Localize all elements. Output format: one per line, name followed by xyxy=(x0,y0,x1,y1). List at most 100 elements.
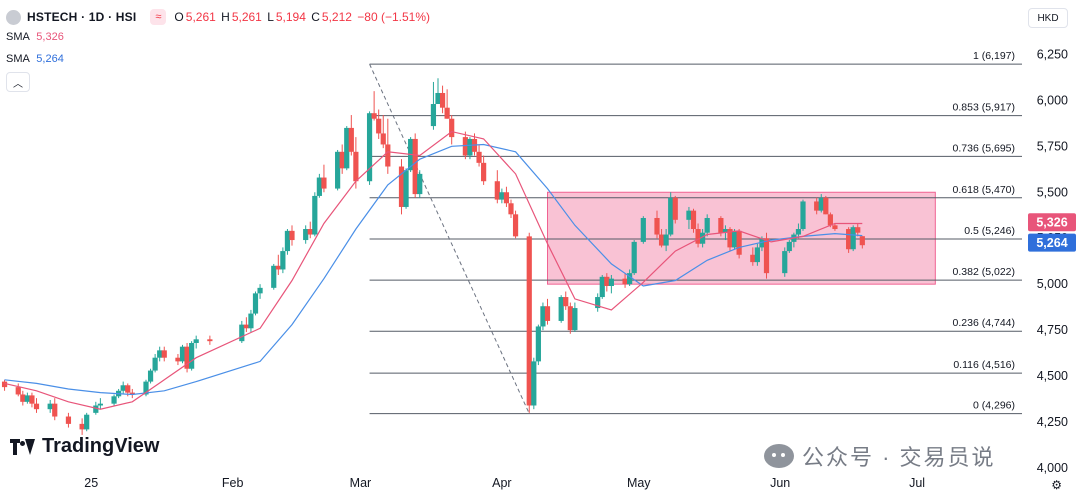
candle-body xyxy=(380,133,386,145)
candle-body xyxy=(439,92,446,108)
candle-body xyxy=(494,181,500,200)
candle-body xyxy=(243,324,249,329)
candle-body xyxy=(859,236,865,246)
candle-body xyxy=(93,405,99,413)
candle-body xyxy=(544,306,551,321)
candle-body xyxy=(20,394,26,402)
candle-body xyxy=(257,287,263,294)
candle-body xyxy=(193,339,199,343)
y-tick-label: 6,250 xyxy=(1037,47,1068,61)
x-tick-label: 25 xyxy=(84,476,98,490)
change-value: −80 (−1.51%) xyxy=(357,10,431,24)
candle-body xyxy=(271,265,277,288)
candle-body xyxy=(508,203,514,215)
candle-body xyxy=(284,230,291,252)
candle-body xyxy=(503,192,510,204)
indicator-name: SMA xyxy=(6,53,30,65)
candle-body xyxy=(289,230,295,241)
candle-body xyxy=(1,381,8,388)
candle-body xyxy=(832,225,838,230)
candle-body xyxy=(567,306,573,331)
candle-body xyxy=(175,357,181,362)
candle-body xyxy=(15,387,21,395)
candle-body xyxy=(161,350,167,358)
candle-body xyxy=(627,273,633,285)
currency-button[interactable]: HKD xyxy=(1028,8,1068,28)
candle-body xyxy=(147,370,154,382)
symbol-logo xyxy=(6,9,21,25)
candle-body xyxy=(759,238,765,248)
symbol-name[interactable]: HSTECH · 1D · HSI xyxy=(27,10,137,24)
candle-body xyxy=(152,357,158,371)
x-tick-label: Jun xyxy=(770,476,790,490)
fib-level-label: 0.116 (4,516) xyxy=(953,359,1015,371)
candle-body xyxy=(33,403,40,410)
candle-body xyxy=(248,313,254,329)
candle-body xyxy=(398,166,405,207)
candle-body xyxy=(654,217,660,235)
candle-body xyxy=(535,326,541,362)
y-tick-label: 4,500 xyxy=(1037,369,1068,383)
close-value: 5,212 xyxy=(321,10,352,24)
gear-icon[interactable]: ⚙ xyxy=(1051,478,1062,492)
indicator-sma-fast[interactable]: SMA 5,326 xyxy=(6,31,64,43)
indicator-sma-slow[interactable]: SMA 5,264 xyxy=(6,53,64,65)
candle-body xyxy=(754,247,760,263)
low-label: L xyxy=(267,10,274,24)
candle-body xyxy=(668,197,674,235)
candle-body xyxy=(795,229,802,235)
candle-body xyxy=(855,227,861,233)
chevron-up-icon[interactable]: ︿ xyxy=(6,72,30,92)
candle-body xyxy=(599,276,605,298)
candle-body xyxy=(403,170,409,207)
candle-body xyxy=(782,251,788,274)
y-tick-label: 5,000 xyxy=(1037,277,1068,291)
candle-body xyxy=(718,217,724,233)
candle-body xyxy=(622,278,628,285)
candle-body xyxy=(189,342,195,369)
candle-body xyxy=(481,162,487,182)
candle-body xyxy=(111,396,117,404)
low-value: 5,194 xyxy=(275,10,306,24)
candle-body xyxy=(608,278,614,287)
candle-body xyxy=(24,395,30,402)
candle-body xyxy=(376,118,382,134)
candle-body xyxy=(558,297,564,321)
candle-body xyxy=(467,138,473,156)
x-tick-label: Jul xyxy=(909,476,925,490)
wave-icon[interactable]: ≈ xyxy=(150,9,167,25)
tradingview-mark-icon xyxy=(10,438,36,455)
candle-body xyxy=(736,230,742,255)
candle-body xyxy=(339,151,345,169)
candle-body xyxy=(312,195,318,235)
fib-level-label: 0 (4,296) xyxy=(973,400,1015,412)
candle-body xyxy=(412,138,418,195)
candle-body xyxy=(435,92,441,105)
tradingview-logo[interactable]: TradingView xyxy=(10,435,159,458)
open-value: 5,261 xyxy=(185,10,216,24)
candle-body xyxy=(303,229,309,241)
candle-body xyxy=(371,113,377,119)
indicator-name: SMA xyxy=(6,31,30,43)
candle-body xyxy=(239,324,245,342)
candle-body xyxy=(143,381,149,395)
y-tick-label: 4,750 xyxy=(1037,323,1068,337)
fib-level-label: 0.618 (5,470) xyxy=(953,184,1015,196)
symbol-header: HSTECH · 1D · HSI ≈ O 5,261 H 5,261 L 5,194… xyxy=(6,8,432,26)
watermark: 公众号 · 交易员说 xyxy=(764,440,996,472)
candle-body xyxy=(120,385,126,391)
y-tick-label: 5,500 xyxy=(1037,185,1068,199)
candle-body xyxy=(307,229,313,235)
candle-body xyxy=(84,414,90,430)
y-tick-label: 6,000 xyxy=(1037,93,1068,107)
candle-body xyxy=(179,346,186,362)
candle-body xyxy=(316,177,322,196)
close-label: C xyxy=(311,10,320,24)
candle-body xyxy=(663,234,669,246)
candle-body xyxy=(79,423,85,430)
price-tag xyxy=(1028,213,1076,232)
candle-body xyxy=(604,276,610,287)
high-label: H xyxy=(221,10,230,24)
candle-body xyxy=(563,297,569,307)
